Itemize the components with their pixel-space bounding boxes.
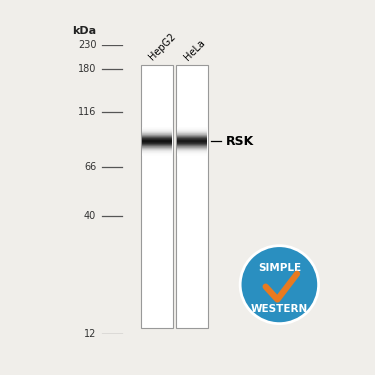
Bar (177, 149, 207, 150)
Bar (177, 134, 207, 135)
Bar (177, 145, 207, 146)
Circle shape (240, 246, 319, 324)
Bar (142, 127, 172, 128)
Bar (177, 152, 207, 153)
Bar (142, 131, 172, 132)
Bar (177, 139, 207, 140)
Text: HepG2: HepG2 (147, 32, 178, 62)
Bar (177, 155, 207, 156)
Bar (177, 148, 207, 149)
Text: RSK: RSK (226, 135, 254, 148)
Bar (176, 65, 208, 328)
Bar (142, 150, 172, 151)
Bar (142, 152, 172, 153)
Bar (142, 132, 172, 133)
Bar (142, 155, 172, 156)
Bar (142, 145, 172, 146)
Bar (177, 137, 207, 138)
Bar (177, 131, 207, 132)
Text: 40: 40 (84, 211, 96, 221)
Bar (141, 65, 173, 328)
Bar (142, 147, 172, 148)
Bar (177, 154, 207, 155)
Bar (177, 129, 207, 130)
Bar (142, 154, 172, 155)
Bar (142, 142, 172, 143)
Bar (142, 146, 172, 147)
Bar (177, 142, 207, 143)
Bar (177, 133, 207, 134)
Bar (142, 130, 172, 131)
Bar (142, 151, 172, 152)
Bar (142, 138, 172, 139)
Bar (142, 139, 172, 140)
Bar (142, 137, 172, 138)
Bar (177, 130, 207, 131)
Text: 180: 180 (78, 64, 96, 74)
Bar (177, 144, 207, 145)
Bar (142, 140, 172, 141)
Text: 12: 12 (84, 329, 96, 339)
Bar (177, 150, 207, 151)
Bar (177, 132, 207, 133)
Text: kDa: kDa (73, 26, 97, 36)
Bar (142, 148, 172, 149)
Bar (177, 153, 207, 154)
Bar (177, 155, 207, 156)
Bar (142, 149, 172, 150)
Bar (142, 144, 172, 145)
Bar (177, 141, 207, 142)
Bar (142, 135, 172, 136)
Bar (142, 128, 172, 129)
Bar (142, 153, 172, 154)
Bar (177, 146, 207, 147)
Bar (177, 136, 207, 137)
Bar (142, 155, 172, 156)
Text: 116: 116 (78, 107, 96, 117)
Bar (142, 141, 172, 142)
Bar (177, 135, 207, 136)
Bar (177, 140, 207, 141)
Text: WESTERN: WESTERN (251, 304, 308, 314)
Bar (177, 143, 207, 144)
Bar (142, 143, 172, 144)
Text: 66: 66 (84, 162, 96, 172)
Text: SIMPLE: SIMPLE (258, 263, 301, 273)
Bar (177, 151, 207, 152)
Bar (177, 127, 207, 128)
Bar (142, 133, 172, 134)
Bar (142, 136, 172, 137)
Bar (142, 134, 172, 135)
Bar (177, 138, 207, 139)
Bar (142, 129, 172, 130)
Text: 230: 230 (78, 40, 96, 50)
Text: HeLa: HeLa (182, 38, 207, 62)
Bar (177, 147, 207, 148)
Bar (177, 128, 207, 129)
